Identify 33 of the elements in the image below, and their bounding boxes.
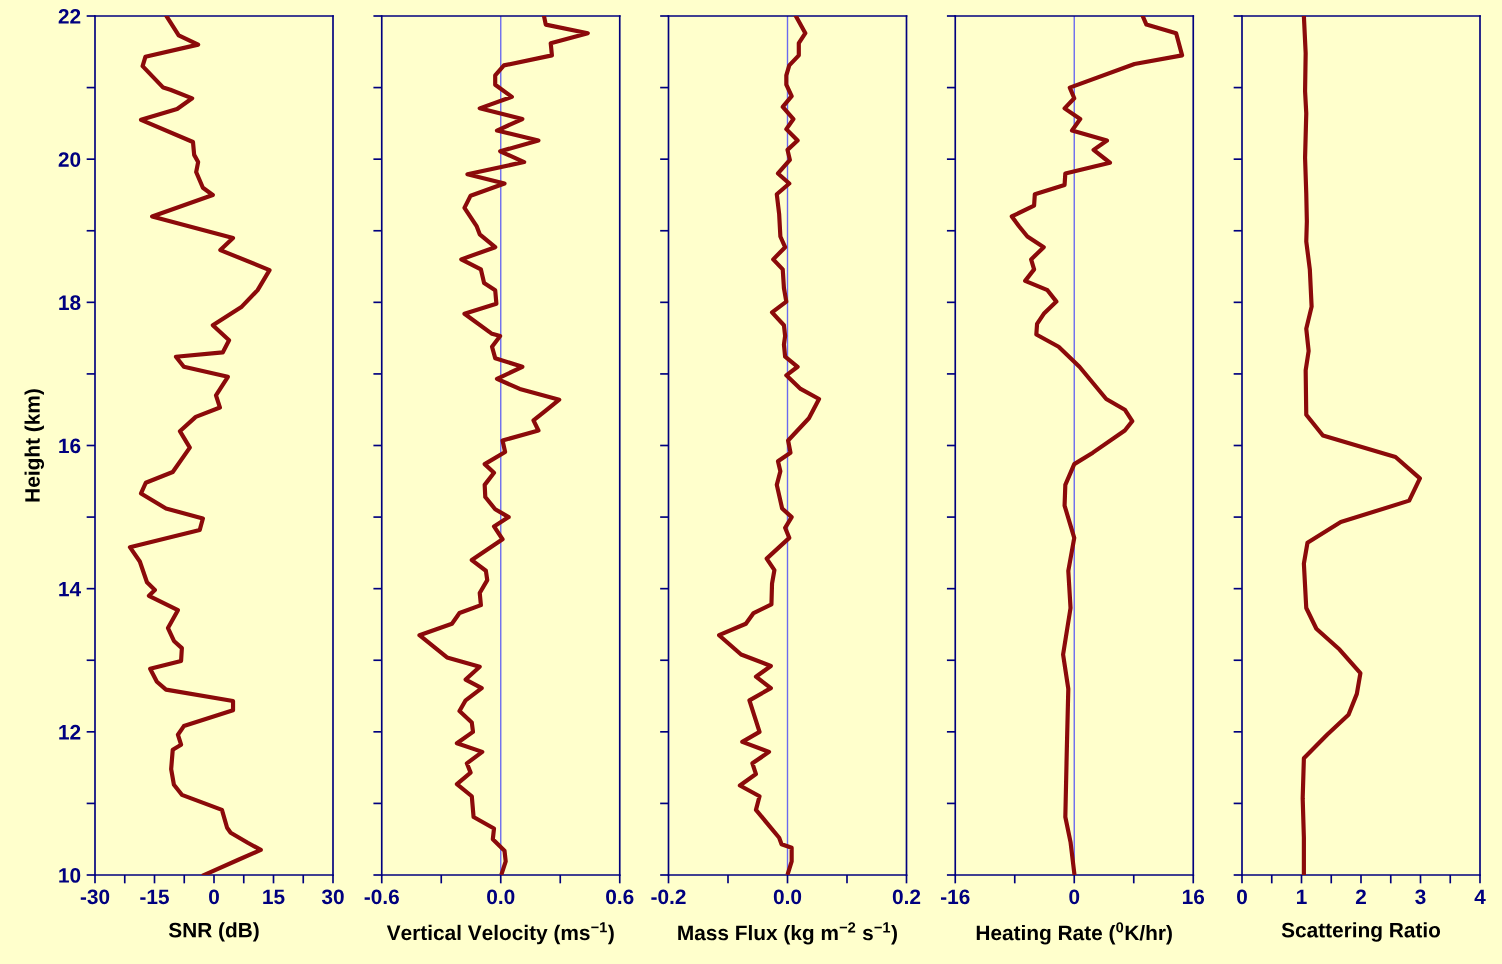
x-tick-label: -15 [140, 889, 169, 905]
x-axis-title: Mass Flux (kg m$^{−2}$ s$^{−1}$) [678, 922, 897, 945]
x-tick-label: 0 [209, 889, 219, 905]
x-axis-title: Vertical Velocity (ms$^{−1}$) [386, 922, 614, 945]
x-tick-label: 0.0 [487, 889, 515, 905]
x-tick-label: -0.2 [651, 889, 686, 905]
x-tick-label: 0 [1237, 889, 1247, 905]
y-tick-label: 12 [59, 724, 81, 740]
x-axis-title: Heating Rate ($^{0}$K/hr) [976, 922, 1172, 945]
x-tick-label: 15 [263, 889, 285, 905]
y-tick-label: 18 [59, 295, 81, 311]
y-tick-label: 10 [59, 868, 81, 883]
y-tick-label: 22 [58, 9, 81, 24]
x-tick-label: 4 [1474, 889, 1486, 904]
x-tick-label: -30 [80, 889, 110, 905]
x-tick-label: 1 [1297, 889, 1307, 904]
x-axis-title: Scattering Ratio [1281, 922, 1441, 942]
x-tick-label: 0 [1069, 889, 1080, 905]
x-axis-title: SNR (dB) [168, 922, 259, 942]
x-tick-label: 30 [321, 889, 344, 905]
y-tick-label: 16 [59, 438, 81, 454]
x-tick-label: 0.2 [892, 889, 921, 905]
x-tick-label: 2 [1355, 889, 1366, 904]
x-tick-label: 0.0 [773, 889, 802, 905]
x-tick-label: 0.6 [606, 889, 634, 905]
x-tick-label: 16 [1182, 889, 1205, 905]
x-tick-label: -0.6 [364, 889, 399, 905]
y-axis-title: Height (km) [24, 389, 45, 502]
y-tick-label: 14 [59, 581, 81, 597]
line-series [127, 16, 272, 875]
y-tick-label: 20 [58, 152, 81, 167]
x-tick-label: -16 [941, 889, 970, 905]
x-tick-label: 3 [1415, 889, 1426, 905]
